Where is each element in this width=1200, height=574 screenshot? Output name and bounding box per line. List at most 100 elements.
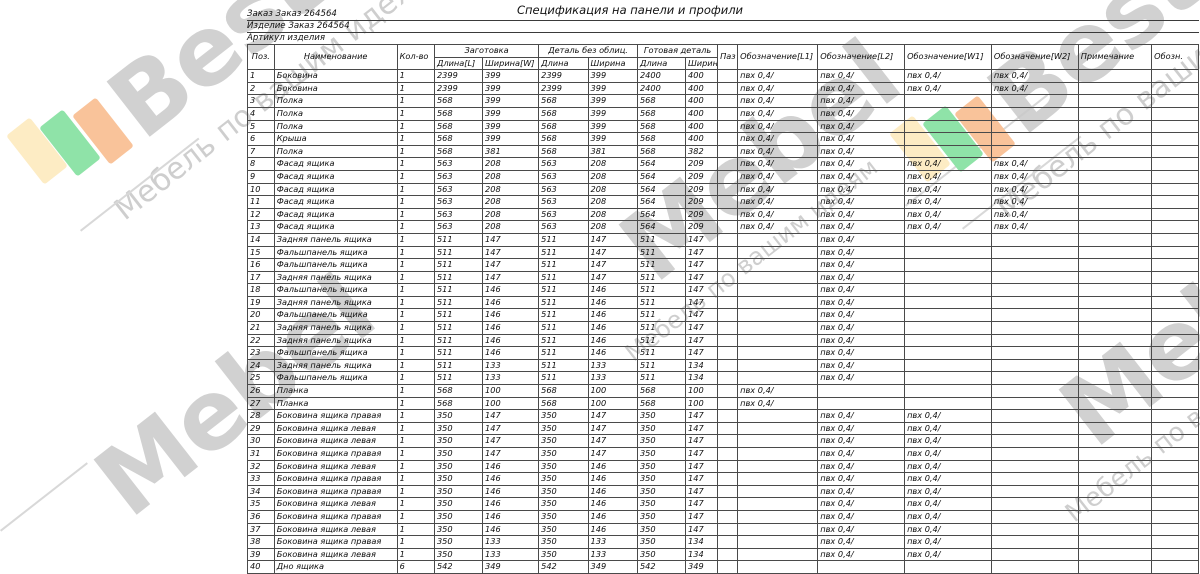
cell-l2: пвх 0,4/ <box>817 144 906 159</box>
cell-bl: 511 <box>433 283 484 297</box>
table-row[interactable]: 25 Фальшпанель ящика 1 511 133 511 133 511 134 пв… <box>247 371 1199 386</box>
cell-bw: 146 <box>482 497 540 511</box>
table-row[interactable]: 9 Фасад ящика 1 563 208 563 208 564 209 пвх 0,4/п… <box>247 169 1199 184</box>
table-row[interactable]: 36 Боковина ящика правая 1 350 146 350 146 350 1… <box>247 509 1199 524</box>
cell-dw: 100 <box>587 396 638 411</box>
cell-qty: 1 <box>396 358 435 373</box>
table-row[interactable]: 12 Фасад ящика 1 563 208 563 208 564 209 пвх 0,4/… <box>247 207 1199 222</box>
table-row[interactable]: 28 Боковина ящика правая 1 350 147 350 147 350 1… <box>247 409 1199 423</box>
cell-fl: 564 <box>636 195 687 209</box>
cell-paz <box>717 434 739 448</box>
table-row[interactable]: 10 Фасад ящика 1 563 208 563 208 564 209 пвх 0,4/… <box>247 182 1199 197</box>
cell-name: Фальшпанель ящика <box>273 245 398 260</box>
cell-w2 <box>990 535 1079 549</box>
cell-dw: 208 <box>587 195 638 209</box>
cell-oboz <box>1151 484 1199 499</box>
table-row[interactable]: 11 Фасад ящика 1 563 208 563 208 564 209 пвх 0,4/… <box>247 195 1199 209</box>
cell-w1: пвх 0,4/ <box>904 81 992 96</box>
cell-note <box>1077 346 1153 360</box>
cell-w1: пвх 0,4/ <box>904 459 992 474</box>
cell-dl: 563 <box>538 220 589 234</box>
table-row[interactable]: 23 Фальшпанель ящика 1 511 146 511 146 511 147 пв… <box>247 346 1199 360</box>
table-row[interactable]: 26 Планка 1 568 100 568 100 568 100 пвх 0,4/ <box>247 384 1199 398</box>
table-row[interactable]: 17 Задняя панель ящика 1 511 147 511 147 511 147… <box>247 270 1199 285</box>
table-row[interactable]: 5 Полка 1 568 399 568 399 568 400 пвх 0,4/пвх 0,4… <box>247 119 1199 134</box>
cell-l1: пвх 0,4/ <box>737 106 819 121</box>
cell-oboz <box>1151 509 1199 524</box>
cell-name: Фасад ящика <box>273 195 398 209</box>
cell-l1: пвх 0,4/ <box>737 182 819 197</box>
table-row[interactable]: 19 Задняя панель ящика 1 511 146 511 146 511 147… <box>247 295 1199 310</box>
table-row[interactable]: 35 Боковина ящика левая 1 350 146 350 146 350 14… <box>247 497 1199 511</box>
cell-dl: 563 <box>538 195 589 209</box>
cell-w1 <box>904 232 992 247</box>
cell-dw: 399 <box>587 94 638 108</box>
cell-w2 <box>990 472 1079 486</box>
cell-paz <box>717 384 739 398</box>
cell-fw: 147 <box>685 447 719 461</box>
table-row[interactable]: 6 Крыша 1 568 399 568 399 568 400 пвх 0,4/пвх 0,4… <box>247 132 1199 146</box>
table-row[interactable]: 39 Боковина ящика левая 1 350 133 350 133 350 13… <box>247 547 1199 562</box>
table-row[interactable]: 18 Фальшпанель ящика 1 511 146 511 146 511 147 пв… <box>247 283 1199 297</box>
cell-w2 <box>990 459 1079 474</box>
col-group-header-unfaced: Деталь без облиц. <box>538 44 638 58</box>
table-row[interactable]: 32 Боковина ящика левая 1 350 146 350 146 350 14… <box>247 459 1199 474</box>
cell-qty: 1 <box>396 169 435 184</box>
cell-pos: 37 <box>247 522 275 537</box>
cell-pos: 9 <box>247 169 275 184</box>
cell-paz <box>717 447 739 461</box>
cell-w2 <box>990 484 1079 499</box>
table-row[interactable]: 38 Боковина ящика правая 1 350 133 350 133 350 1… <box>247 535 1199 549</box>
table-row[interactable]: 16 Фальшпанель ящика 1 511 147 511 147 511 147 пв… <box>247 258 1199 272</box>
table-row[interactable]: 4 Полка 1 568 399 568 399 568 400 пвх 0,4/пвх 0,4… <box>247 106 1199 121</box>
cell-l1: пвх 0,4/ <box>737 195 819 209</box>
table-row[interactable]: 29 Боковина ящика левая 1 350 147 350 147 350 14… <box>247 421 1199 436</box>
cell-paz <box>717 509 739 524</box>
cell-note <box>1077 69 1153 83</box>
cell-paz <box>717 308 739 323</box>
cell-dl: 350 <box>538 472 589 486</box>
table-row[interactable]: 27 Планка 1 568 100 568 100 568 100 пвх 0,4/ <box>247 396 1199 411</box>
table-row[interactable]: 21 Задняя панель ящика 1 511 146 511 146 511 147… <box>247 321 1199 335</box>
table-row[interactable]: 2 Боковина 1 2399 399 2399 399 2400 400 пвх 0,4/п… <box>247 81 1199 96</box>
table-row[interactable]: 30 Боковина ящика левая 1 350 147 350 147 350 14… <box>247 434 1199 448</box>
article-label: Артикул изделия <box>247 33 326 43</box>
cell-dl: 568 <box>538 119 589 134</box>
table-row[interactable]: 24 Задняя панель ящика 1 511 133 511 133 511 134… <box>247 358 1199 373</box>
table-row[interactable]: 15 Фальшпанель ящика 1 511 147 511 147 511 147 пв… <box>247 245 1199 260</box>
table-row[interactable]: 7 Полка 1 568 381 568 381 568 382 пвх 0,4/пвх 0,4… <box>247 144 1199 159</box>
cell-l1 <box>737 308 819 323</box>
table-row[interactable]: 14 Задняя панель ящика 1 511 147 511 147 511 147… <box>247 232 1199 247</box>
cell-pos: 18 <box>247 283 275 297</box>
cell-dl: 568 <box>538 94 589 108</box>
table-row[interactable]: 22 Задняя панель ящика 1 511 146 511 146 511 147… <box>247 333 1199 348</box>
table-row[interactable]: 13 Фасад ящика 1 563 208 563 208 564 209 пвх 0,4/… <box>247 220 1199 234</box>
cell-name: Полка <box>273 106 398 121</box>
cell-paz <box>717 119 739 134</box>
cell-bw: 399 <box>482 106 540 121</box>
table-row[interactable]: 33 Боковина ящика правая 1 350 146 350 146 350 1… <box>247 472 1199 486</box>
table-row[interactable]: 37 Боковина ящика левая 1 350 146 350 146 350 14… <box>247 522 1199 537</box>
table-row[interactable]: 20 Фальшпанель ящика 1 511 146 511 146 511 147 пв… <box>247 308 1199 323</box>
cell-bw: 349 <box>482 560 540 574</box>
cell-dl: 350 <box>538 459 589 474</box>
cell-dl: 511 <box>538 371 589 386</box>
table-row[interactable]: 1 Боковина 1 2399 399 2399 399 2400 400 пвх 0,4/п… <box>247 69 1199 83</box>
cell-paz <box>717 106 739 121</box>
table-row[interactable]: 8 Фасад ящика 1 563 208 563 208 564 209 пвх 0,4/п… <box>247 157 1199 171</box>
table-row[interactable]: 40 Дно ящика 6 542 349 542 349 542 349 <box>247 560 1199 574</box>
cell-w1 <box>904 346 992 360</box>
cell-note <box>1077 434 1153 448</box>
table-row[interactable]: 34 Боковина ящика правая 1 350 146 350 146 350 1… <box>247 484 1199 499</box>
table-row[interactable]: 31 Боковина ящика правая 1 350 147 350 147 350 1… <box>247 447 1199 461</box>
cell-paz <box>717 132 739 146</box>
cell-w2: пвх 0,4/ <box>990 81 1079 96</box>
cell-w2 <box>990 509 1079 524</box>
table-body: 1 Боковина 1 2399 399 2399 399 2400 400 пвх 0,4/п… <box>247 69 1199 574</box>
cell-dl: 350 <box>538 409 589 423</box>
cell-bl: 350 <box>433 497 484 511</box>
table-row[interactable]: 3 Полка 1 568 399 568 399 568 400 пвх 0,4/пвх 0,4… <box>247 94 1199 108</box>
cell-w1 <box>904 358 992 373</box>
cell-oboz <box>1151 245 1199 260</box>
cell-dl: 542 <box>538 560 589 574</box>
